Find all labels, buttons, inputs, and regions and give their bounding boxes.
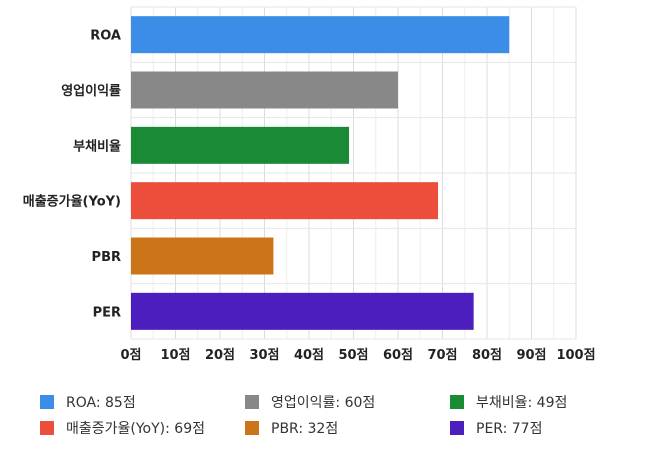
legend-item: ROA: 85점	[40, 392, 136, 412]
legend-label: 매출증가율(YoY): 69점	[66, 421, 205, 437]
x-tick-label: 70점	[427, 348, 457, 363]
legend-item: PER: 77점	[450, 418, 542, 438]
x-tick-label: 50점	[338, 348, 368, 363]
x-tick-label: 90점	[516, 348, 546, 363]
x-tick-label: 60점	[383, 348, 413, 363]
x-tick-label: 40점	[294, 348, 324, 363]
legend-label: ROA: 85점	[66, 395, 136, 411]
x-tick-label: 10점	[160, 348, 190, 363]
legend-swatch	[40, 395, 54, 409]
legend-label: PER: 77점	[476, 421, 543, 437]
legend-swatch	[245, 421, 259, 435]
legend-swatch	[245, 395, 259, 409]
bar-3	[131, 182, 439, 220]
category-label: PBR	[92, 250, 121, 265]
bar-2	[131, 126, 350, 164]
category-label: 매출증가율(YoY)	[23, 194, 121, 210]
x-tick-label: 20점	[205, 348, 235, 363]
category-label: ROA	[90, 29, 121, 44]
legend-label: 영업이익률: 60점	[271, 395, 376, 411]
category-label: 영업이익률	[61, 83, 121, 99]
legend-item: PBR: 32점	[245, 418, 338, 438]
legend-item: 영업이익률: 60점	[245, 392, 375, 412]
x-tick-label: 30점	[249, 348, 279, 363]
legend-swatch	[40, 421, 54, 435]
category-label: 부채비율	[73, 138, 121, 154]
bar-4	[131, 237, 274, 275]
x-tick-label: 0점	[120, 348, 141, 363]
legend-item: 매출증가율(YoY): 69점	[40, 418, 205, 438]
legend-swatch	[450, 421, 464, 435]
legend-label: PBR: 32점	[271, 421, 339, 437]
bar-1	[131, 71, 398, 109]
legend-label: 부채비율: 49점	[476, 395, 568, 411]
category-label: PER	[93, 305, 121, 320]
legend-item: 부채비율: 49점	[450, 392, 567, 412]
bar-5	[131, 292, 474, 330]
legend-swatch	[450, 395, 464, 409]
x-tick-label: 80점	[472, 348, 502, 363]
x-tick-label: 100점	[556, 348, 595, 363]
bar-0	[131, 16, 510, 54]
